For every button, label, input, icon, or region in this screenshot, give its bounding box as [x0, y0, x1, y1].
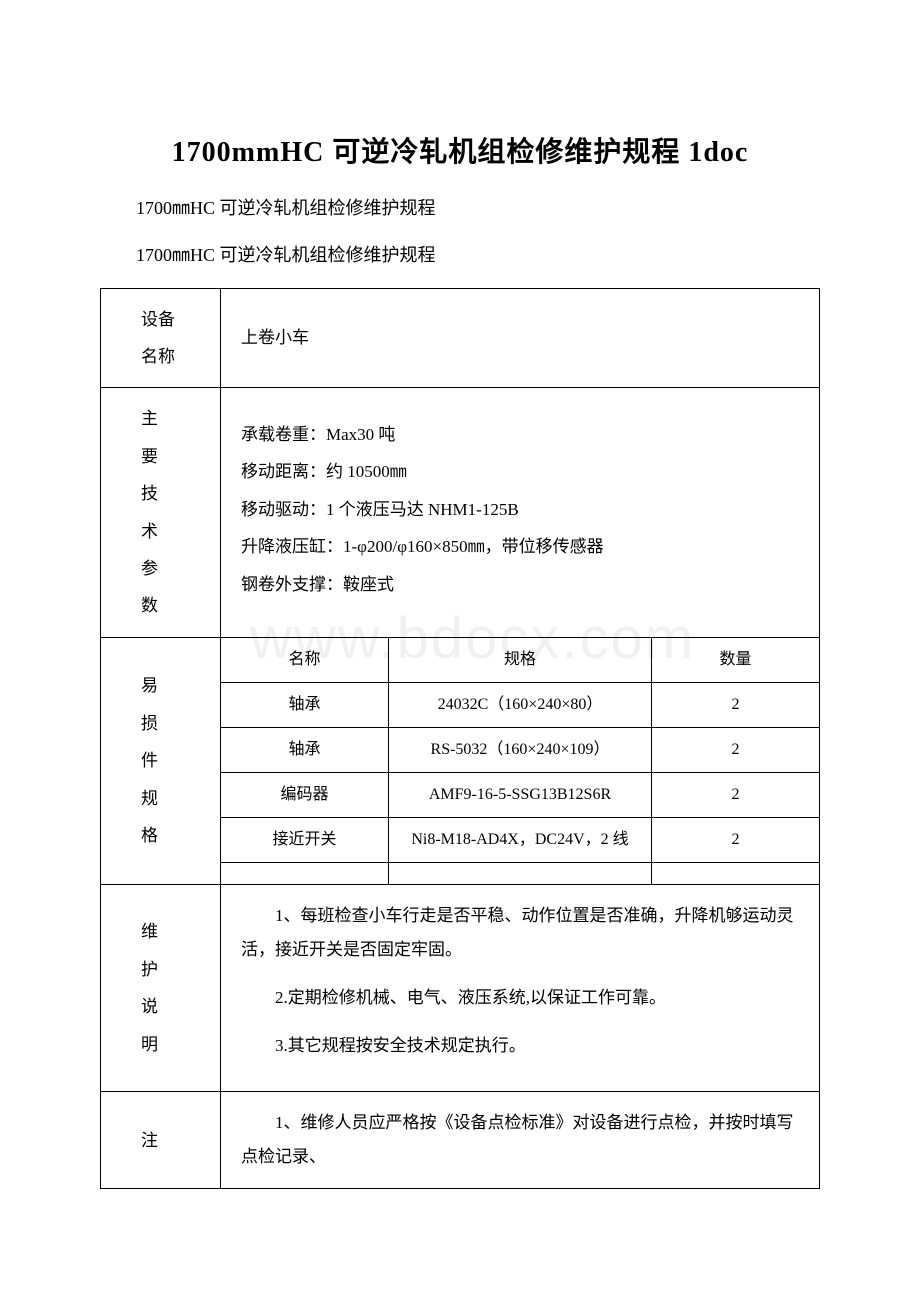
tech-param-line: 承载卷重：Max30 吨 — [241, 416, 799, 453]
parts-sub-table: 名称 规格 数量 轴承 24032C（160×240×80） 2 轴承 RS-5… — [221, 638, 819, 885]
parts-header-qty: 数量 — [652, 638, 819, 683]
parts-spec: AMF9-16-5-SSG13B12S6R — [388, 772, 651, 817]
row-notes: 注 1、维修人员应严格按《设备点检标准》对设备进行点检，并按时填写点检记录、 — [101, 1092, 820, 1189]
intro-line-2: 1700㎜HC 可逆冷轧机组检修维护规程 — [100, 241, 820, 270]
parts-row: 轴承 RS-5032（160×240×109） 2 — [221, 727, 819, 772]
value-parts: 名称 规格 数量 轴承 24032C（160×240×80） 2 轴承 RS-5… — [221, 637, 820, 885]
parts-header-spec: 规格 — [388, 638, 651, 683]
maintenance-point: 3.其它规程按安全技术规定执行。 — [241, 1029, 799, 1063]
row-equipment-name: 设备名称 上卷小车 — [101, 288, 820, 388]
parts-row: 编码器 AMF9-16-5-SSG13B12S6R 2 — [221, 772, 819, 817]
parts-name: 编码器 — [221, 772, 388, 817]
parts-qty: 2 — [652, 817, 819, 862]
value-maintenance: 1、每班检查小车行走是否平稳、动作位置是否准确，升降机够运动灵活，接近开关是否固… — [221, 885, 820, 1092]
parts-row: 接近开关 Ni8-M18-AD4X，DC24V，2 线 2 — [221, 817, 819, 862]
label-equipment-name: 设备名称 — [101, 288, 221, 388]
value-notes: 1、维修人员应严格按《设备点检标准》对设备进行点检，并按时填写点检记录、 — [221, 1092, 820, 1189]
label-notes: 注 — [101, 1092, 221, 1189]
tech-param-line: 升降液压缸：1-φ200/φ160×850㎜，带位移传感器 — [241, 528, 799, 565]
parts-name: 轴承 — [221, 727, 388, 772]
tech-param-line: 移动距离：约 10500㎜ — [241, 453, 799, 490]
parts-qty: 2 — [652, 682, 819, 727]
intro-line-1: 1700㎜HC 可逆冷轧机组检修维护规程 — [100, 194, 820, 223]
label-parts: 易损件规格 — [101, 637, 221, 885]
tech-param-line: 钢卷外支撑：鞍座式 — [241, 566, 799, 603]
parts-name: 轴承 — [221, 682, 388, 727]
value-tech-params: 承载卷重：Max30 吨 移动距离：约 10500㎜ 移动驱动：1 个液压马达 … — [221, 388, 820, 637]
value-equipment-name: 上卷小车 — [221, 288, 820, 388]
note-point: 1、维修人员应严格按《设备点检标准》对设备进行点检，并按时填写点检记录、 — [241, 1106, 799, 1174]
parts-header-name: 名称 — [221, 638, 388, 683]
row-maintenance: 维护说明 1、每班检查小车行走是否平稳、动作位置是否准确，升降机够运动灵活，接近… — [101, 885, 820, 1092]
maintenance-point: 1、每班检查小车行走是否平稳、动作位置是否准确，升降机够运动灵活，接近开关是否固… — [241, 899, 799, 967]
spec-table: 设备名称 上卷小车 主要技术参数 承载卷重：Max30 吨 移动距离：约 105… — [100, 288, 820, 1190]
parts-header-row: 名称 规格 数量 — [221, 638, 819, 683]
row-tech-params: 主要技术参数 承载卷重：Max30 吨 移动距离：约 10500㎜ 移动驱动：1… — [101, 388, 820, 637]
label-maintenance: 维护说明 — [101, 885, 221, 1092]
tech-param-line: 移动驱动：1 个液压马达 NHM1-125B — [241, 491, 799, 528]
parts-spec: Ni8-M18-AD4X，DC24V，2 线 — [388, 817, 651, 862]
parts-spacer-row — [221, 862, 819, 884]
parts-spec: RS-5032（160×240×109） — [388, 727, 651, 772]
parts-row: 轴承 24032C（160×240×80） 2 — [221, 682, 819, 727]
parts-qty: 2 — [652, 727, 819, 772]
label-tech-params: 主要技术参数 — [101, 388, 221, 637]
maintenance-point: 2.定期检修机械、电气、液压系统,以保证工作可靠。 — [241, 981, 799, 1015]
parts-qty: 2 — [652, 772, 819, 817]
row-parts: 易损件规格 名称 规格 数量 轴承 24032C（160×240×80） 2 轴… — [101, 637, 820, 885]
parts-name: 接近开关 — [221, 817, 388, 862]
page-title: 1700mmHC 可逆冷轧机组检修维护规程 1doc — [100, 130, 820, 170]
parts-spec: 24032C（160×240×80） — [388, 682, 651, 727]
